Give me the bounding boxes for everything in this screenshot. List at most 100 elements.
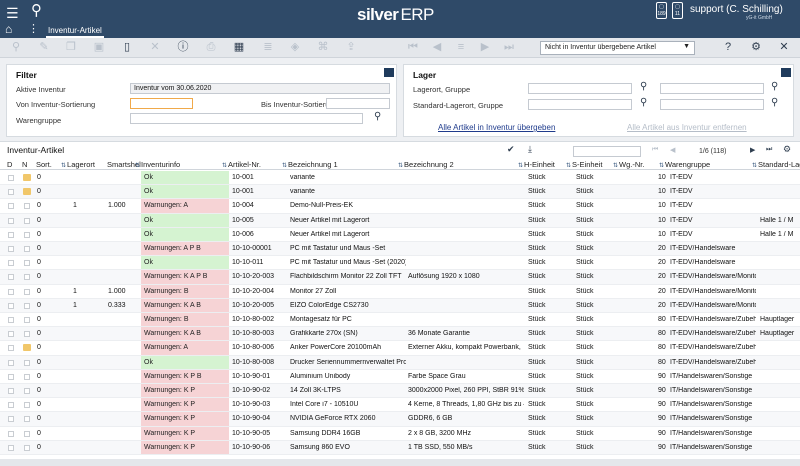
table-row[interactable]: 0 1 1.000 Warnungen: A 10-004 Demo-Null-Preis…	[0, 199, 800, 214]
col-warengruppe[interactable]: ⇅Warengruppe	[659, 160, 711, 169]
location-group-input[interactable]	[660, 83, 764, 94]
from-sort-input[interactable]	[130, 98, 193, 109]
copy-icon[interactable]: ❐	[66, 41, 76, 53]
row-checkbox[interactable]	[8, 203, 14, 210]
inventory-filter-select[interactable]: Nicht in Inventur übergebene Artikel ▼	[540, 41, 695, 55]
row-checkbox[interactable]	[8, 217, 14, 224]
row-checkbox-n[interactable]	[24, 260, 30, 267]
group-input[interactable]	[130, 113, 363, 124]
table-row[interactable]: 0 1 1.000 Warnungen: B 10-10-20-004 Monitor 2…	[0, 284, 800, 299]
new-document-icon[interactable]: ▯	[123, 41, 131, 53]
search-toolbar-icon[interactable]: ⚲	[11, 41, 21, 53]
prev-page-icon[interactable]: ◀	[670, 147, 676, 154]
download-icon[interactable]: ⤓	[528, 144, 532, 154]
first-page-icon[interactable]: ⏮	[652, 146, 659, 153]
table-row[interactable]: 0 Warnungen: A P B 10-10-00001 PC mit Tasta…	[0, 242, 800, 257]
help-icon[interactable]: ?	[724, 41, 732, 53]
user-name[interactable]: support (C. Schilling)	[690, 4, 783, 15]
location-group-search-icon[interactable]: ⚲	[771, 81, 779, 92]
list-icon[interactable]: ≣	[263, 41, 273, 53]
row-checkbox[interactable]	[8, 246, 14, 252]
row-checkbox[interactable]	[8, 359, 14, 366]
row-checkbox[interactable]	[8, 189, 14, 196]
check-icon[interactable]: ✔	[507, 144, 515, 154]
last-page-icon[interactable]: ⏭	[766, 146, 773, 153]
row-checkbox-n[interactable]	[24, 444, 30, 451]
panel-toggle-icon[interactable]	[384, 68, 394, 77]
table-row[interactable]: 0 Warnungen: K P B 10-10-90-01 Aluminium Un…	[0, 369, 800, 384]
table-row[interactable]: 0 Ok 10-006 Neuer Artikel mit Lagerort Stück…	[0, 227, 800, 242]
notification-badge-left[interactable]: ▢ 189	[656, 2, 667, 19]
grid-settings-icon[interactable]: ⚙	[783, 144, 792, 154]
row-checkbox-n[interactable]	[24, 430, 30, 437]
row-checkbox-n[interactable]	[24, 274, 30, 281]
hamburger-menu-icon[interactable]: ☰	[6, 5, 19, 21]
edit-icon[interactable]: ✎	[39, 41, 49, 53]
standard-group-input[interactable]	[660, 99, 764, 110]
table-row[interactable]: 0 Ok 10-005 Neuer Artikel mit Lagerort Stück…	[0, 213, 800, 228]
col-bezeichnung-1[interactable]: ⇅Bezeichnung 1	[282, 160, 338, 169]
col-d[interactable]: D	[7, 160, 13, 169]
row-checkbox[interactable]	[8, 331, 14, 338]
standard-group-search-icon[interactable]: ⚲	[771, 97, 779, 108]
row-checkbox[interactable]	[8, 288, 14, 295]
close-icon[interactable]: ✕	[779, 41, 789, 53]
row-checkbox[interactable]	[8, 416, 14, 423]
table-row[interactable]: 0 1 0.333 Warnungen: K A B 10-10-20-005 EIZO …	[0, 298, 800, 313]
row-checkbox-n[interactable]	[24, 246, 30, 252]
row-checkbox-n[interactable]	[24, 373, 30, 380]
row-checkbox-n[interactable]	[24, 317, 30, 323]
info-icon[interactable]: ⓘ	[177, 41, 189, 53]
active-inventory-field[interactable]: Inventur vom 30.06.2020	[130, 83, 390, 94]
col-h-einheit[interactable]: ⇅H-Einheit	[518, 160, 555, 169]
table-row[interactable]: 0 Warnungen: K A P B 10-10-20-003 Flachbild…	[0, 270, 800, 285]
table-row[interactable]: 0 Warnungen: K P 10-10-90-04 NVIDIA GeForce…	[0, 412, 800, 427]
table-row[interactable]: 0 Ok 10-10-011 PC mit Tastatur und Maus -Se…	[0, 256, 800, 271]
row-checkbox[interactable]	[8, 373, 14, 380]
next-record-icon[interactable]: ▶	[480, 41, 490, 53]
table-row[interactable]: 0 Warnungen: A 10-10-80-006 Anker PowerCore…	[0, 341, 800, 356]
table-row[interactable]: 0 Warnungen: B 10-10-80-002 Montagesatz für…	[0, 313, 800, 328]
export-icon[interactable]: ⇪	[346, 41, 356, 53]
panel-toggle-icon[interactable]	[781, 68, 791, 77]
row-checkbox-n[interactable]	[24, 217, 30, 224]
row-checkbox[interactable]	[8, 345, 14, 352]
row-checkbox[interactable]	[8, 302, 14, 309]
table-row[interactable]: 0 Warnungen: K P 10-10-90-03 Intel Core i7 …	[0, 398, 800, 413]
row-checkbox[interactable]	[8, 231, 14, 238]
next-page-icon[interactable]: ▶	[750, 147, 756, 154]
location-input[interactable]	[528, 83, 632, 94]
col-lagerort[interactable]: ⇅Lagerort	[61, 160, 95, 169]
row-checkbox[interactable]	[8, 444, 14, 451]
notification-badge-right[interactable]: ▢ 11	[672, 2, 683, 19]
col-artikel-nr[interactable]: ⇅Artikel-Nr.	[222, 160, 261, 169]
row-checkbox[interactable]	[8, 317, 14, 323]
row-checkbox[interactable]	[8, 175, 14, 181]
more-vertical-icon[interactable]: ⋮	[28, 23, 39, 35]
col-bezeichnung-2[interactable]: ⇅Bezeichnung 2	[398, 160, 454, 169]
row-checkbox-n[interactable]	[24, 302, 30, 309]
table-row[interactable]: 0 Ok 10-10-80-008 Drucker Seriennummernverw…	[0, 355, 800, 370]
row-checkbox-n[interactable]	[24, 288, 30, 295]
search-icon[interactable]: ⚲	[31, 2, 42, 19]
col-sort[interactable]: Sort.	[36, 160, 52, 169]
standard-location-input[interactable]	[528, 99, 632, 110]
col-s-einheit[interactable]: ⇅S-Einheit	[566, 160, 603, 169]
row-checkbox[interactable]	[8, 402, 14, 409]
col-standard-lagerort[interactable]: ⇅Standard-Lagerort	[752, 160, 800, 169]
table-row[interactable]: 0 Ok 10-001 variante Stück Stück 10 IT-EDV	[0, 185, 800, 200]
table-row[interactable]: 0 Ok 10-001 variante Stück Stück 10 IT-EDV	[0, 171, 800, 186]
row-checkbox[interactable]	[8, 260, 14, 267]
grid-search-input[interactable]	[573, 146, 641, 157]
remove-all-from-inventory-link[interactable]: Alle Artikel aus Inventur entfernen	[627, 123, 747, 132]
settings-icon[interactable]: ⚙	[751, 41, 761, 53]
print-icon[interactable]: ⎙	[206, 41, 216, 53]
col-n[interactable]: N	[22, 160, 28, 169]
prev-record-icon[interactable]: ◀	[432, 41, 442, 53]
row-checkbox-n[interactable]	[24, 388, 30, 394]
row-checkbox-n[interactable]	[24, 416, 30, 423]
col-smartshelf[interactable]: Smartshelf	[107, 160, 141, 169]
table-row[interactable]: 0 Warnungen: K P 10-10-90-05 Samsung DDR4 1…	[0, 426, 800, 441]
group-search-icon[interactable]: ⚲	[374, 111, 382, 122]
record-list-icon[interactable]: ≡	[457, 41, 465, 53]
